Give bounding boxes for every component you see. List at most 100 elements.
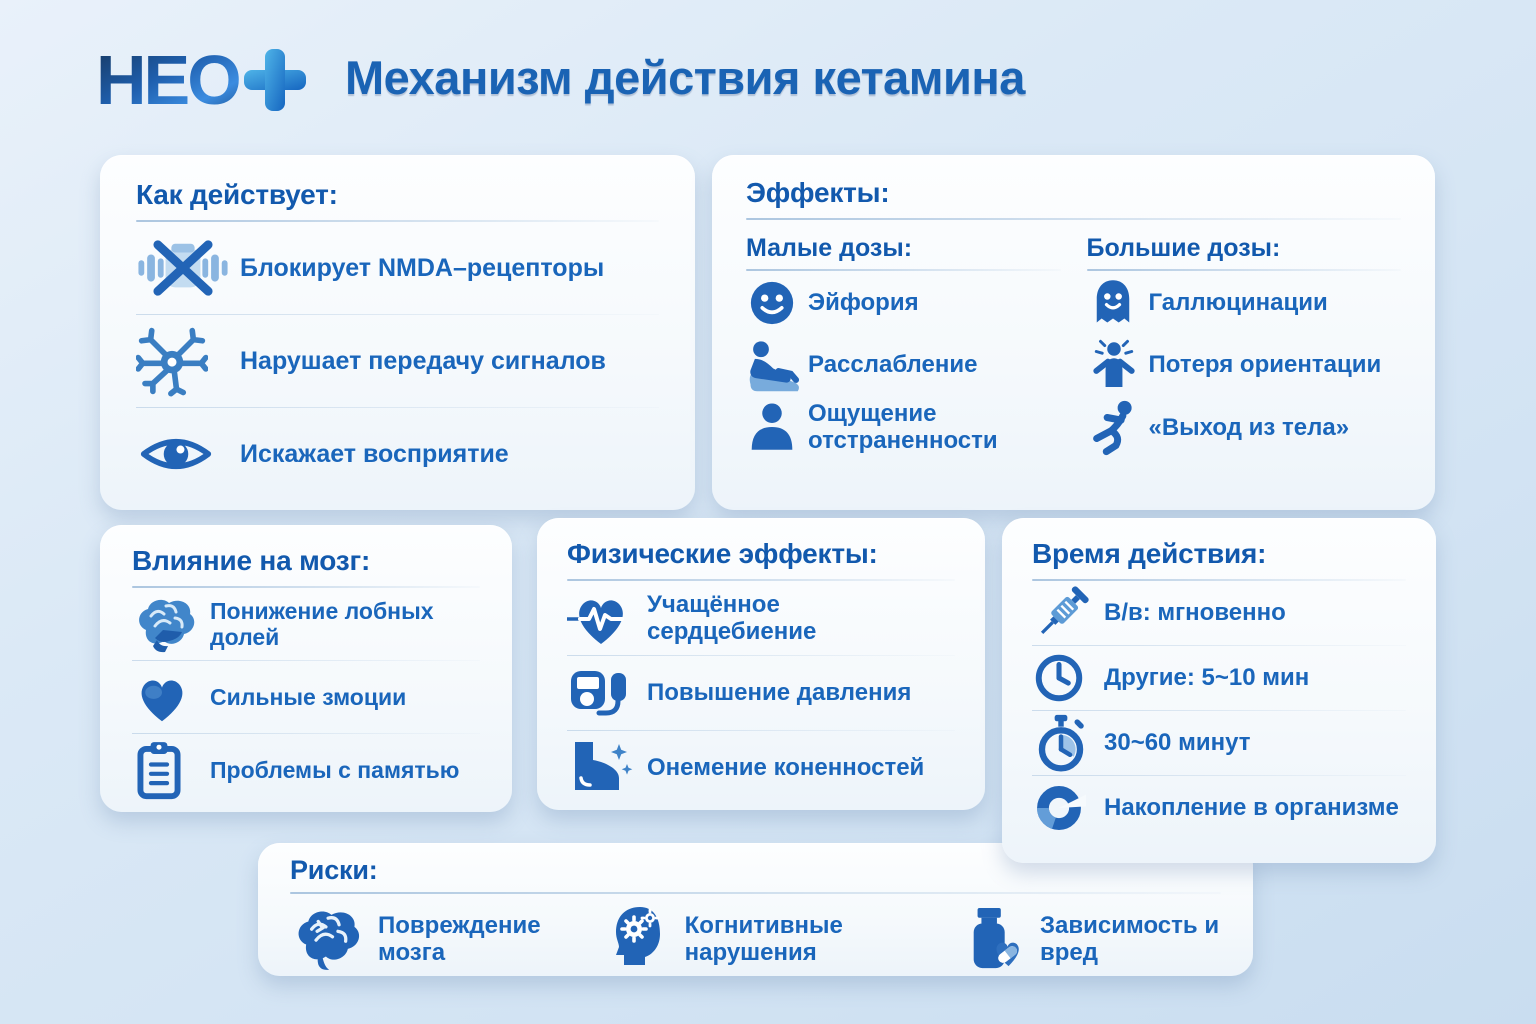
item-label: Повреждение мозга [378,911,541,966]
card-physical-effects: Физические эффекты: Учащённое сердцебиен… [537,518,985,810]
card-duration-title: Время действия: [1032,538,1267,569]
item-label: Расслабление [808,351,978,379]
item-label: Проблемы с памятью [210,757,460,783]
smiley-face-icon [746,277,808,329]
list-item: «Выход из тела» [1087,397,1402,459]
divider [1032,579,1406,581]
item-label: Нарушает передачу сигналов [240,346,606,375]
card-physical-title: Физические эффекты: [567,538,878,569]
column-large-doses: Большие дозы: Галлюцинации [1086,234,1402,459]
list-item: 30~60 минут [1032,711,1406,775]
card-risks: Риски: Повреждение мозга [258,843,1253,976]
card-brain-title: Влияние на мозг: [132,545,371,576]
floating-person-icon [1087,397,1149,459]
list-item: Расслабление [746,335,1061,395]
list-item: Понижение лобных долей [132,588,480,660]
item-label: Ощущение отстраненности [808,399,998,454]
card-risks-title: Риски: [290,855,378,885]
item-label: Эйфория [808,289,919,317]
list-item: Ощущение отстраненности [746,397,1061,457]
list-item: Когнитивные нарушения [607,904,908,974]
divider [746,218,1401,220]
item-label: Учащённое сердцебиение [647,590,817,645]
item-label: Сильные змоции [210,684,407,710]
heart-icon [132,669,210,725]
stopwatch-icon [1032,713,1104,773]
list-item: Блокирует NMDA–рецепторы [136,222,659,314]
head-gears-icon [607,904,671,974]
divider [136,314,659,315]
clipboard-icon [132,740,210,800]
clock-icon [1032,651,1104,705]
list-item: Сильные змоции [132,661,480,733]
column-title: Большие дозы: [1086,234,1281,262]
divider [567,655,955,656]
item-label: Блокирует NMDA–рецепторы [240,253,605,282]
card-effects: Эффекты: Малые дозы: Эйфория [712,155,1435,510]
blood-pressure-icon [567,663,647,723]
divider [132,586,480,588]
column-title: Малые дозы: [746,234,913,262]
item-label: Когнитивные нарушения [684,911,843,966]
damaged-brain-icon [290,905,364,973]
list-item: Накопление в организме [1032,776,1406,840]
card-how-it-works: Как действует: Блокирует NMDA–рецепторы [100,155,695,510]
divider [1032,645,1406,646]
list-item: Потеря ориентации [1087,335,1402,395]
column-small-doses: Малые дозы: Эйфория [746,234,1061,459]
list-item: Галлюцинации [1087,273,1402,333]
divider [290,892,1221,894]
divider [1086,269,1401,271]
donut-chart-icon [1032,781,1104,835]
disoriented-person-icon [1087,337,1149,393]
page-title: Механизм действия кетамина [345,51,1025,104]
divider [132,660,480,661]
divider [132,733,480,734]
card-brain-influence: Влияние на мозг: Понижение лобных долей [100,525,512,812]
divider [1032,775,1406,776]
pill-bottle-icon [964,906,1026,972]
list-item: Повышение давления [567,656,955,730]
item-label: Галлюцинации [1148,289,1328,317]
neo-plus-logo-icon: НЕО [96,41,306,119]
item-label: Другие: 5~10 мин [1104,664,1310,692]
list-item: Эйфория [746,273,1061,333]
card-duration: Время действия: В/в: мгновенно [1002,518,1436,863]
item-label: Искажает восприятие [240,439,509,468]
item-label: Потеря ориентации [1148,351,1382,379]
heartbeat-icon [567,588,647,648]
divider [746,269,1061,271]
person-bust-icon [746,399,808,455]
numb-foot-icon [567,738,647,798]
divider [136,220,659,222]
logo-text: НЕО [96,41,239,119]
list-item: Повреждение мозга [290,905,551,973]
item-label: В/в: мгновенно [1104,599,1286,627]
eye-icon [136,425,240,483]
neuron-icon [136,325,240,397]
card-how-title: Как действует: [136,179,338,210]
card-effects-title: Эффекты: [746,177,890,208]
item-label: Понижение лобных долей [210,598,434,650]
divider [136,407,659,408]
list-item: Нарушает передачу сигналов [136,315,659,407]
divider [567,730,955,731]
item-label: Повышение давления [647,679,912,707]
logo-plus-icon [244,49,306,111]
divider [1032,710,1406,711]
list-item: Проблемы с памятью [132,734,480,806]
divider [567,579,955,581]
list-item: Зависимость и вред [964,906,1221,972]
list-item: Учащённое сердцебиение [567,581,955,655]
item-label: Зависимость и вред [1040,911,1220,966]
item-label: 30~60 минут [1104,729,1251,757]
list-item: В/в: мгновенно [1032,581,1406,645]
reclining-person-icon [746,337,808,393]
brand-logo: НЕО [96,38,311,124]
item-label: «Выход из тела» [1148,414,1350,442]
brain-icon [132,594,210,654]
list-item: Другие: 5~10 мин [1032,646,1406,710]
list-item: Онемение коненностей [567,731,955,805]
item-label: Онемение коненностей [647,754,925,782]
